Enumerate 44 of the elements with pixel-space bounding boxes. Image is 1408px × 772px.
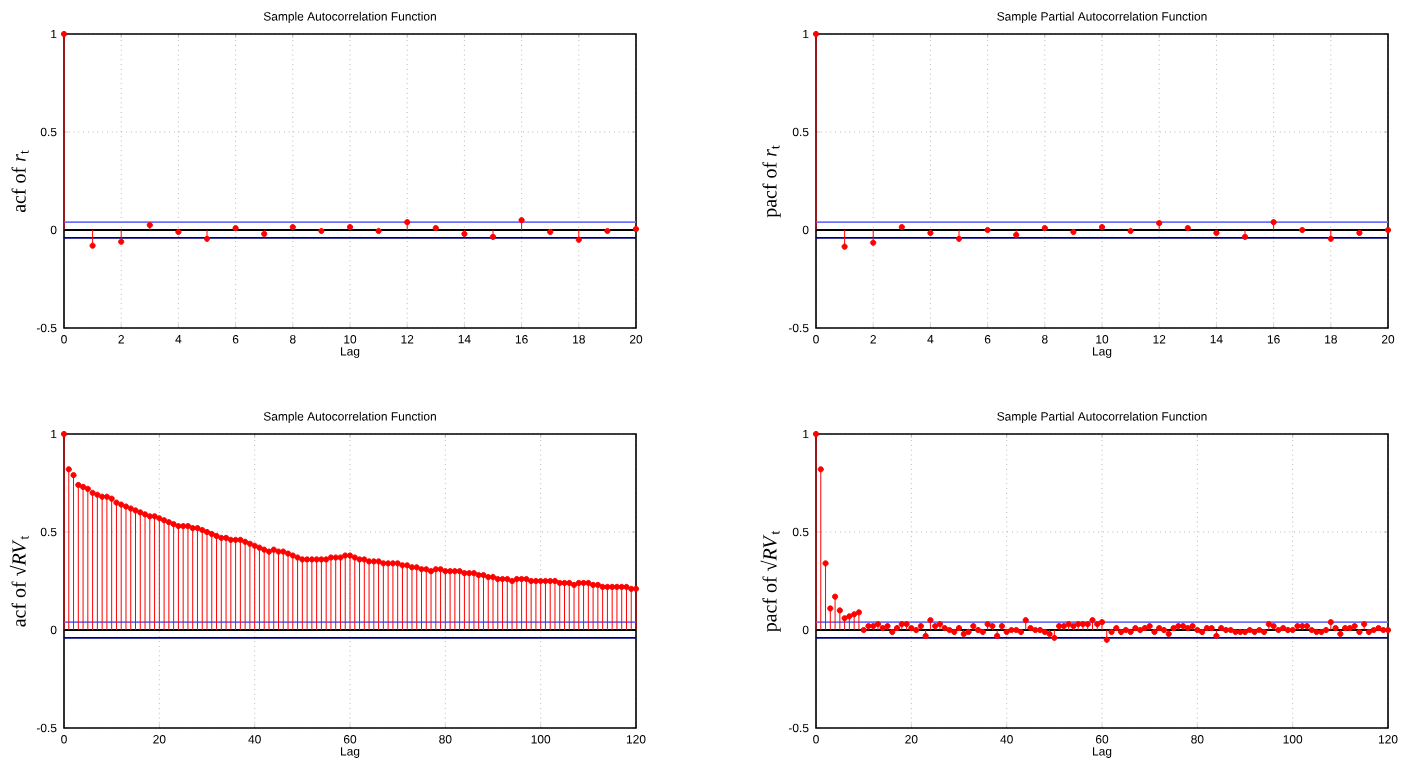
- point: [927, 229, 934, 237]
- point: [404, 219, 411, 226]
- point: [812, 30, 820, 38]
- point: [575, 236, 582, 243]
- point: [1241, 233, 1249, 240]
- point: [60, 30, 68, 38]
- point: [118, 238, 125, 245]
- point: [461, 230, 468, 237]
- point: [1213, 229, 1220, 237]
- point: [1041, 224, 1048, 232]
- point: [232, 224, 239, 232]
- point: [1013, 231, 1020, 238]
- point: [632, 225, 640, 233]
- point: [261, 230, 268, 237]
- point: [841, 243, 848, 250]
- point: [1070, 228, 1077, 236]
- point: [489, 233, 497, 240]
- point: [318, 227, 325, 235]
- point: [346, 223, 354, 231]
- point: [1299, 226, 1306, 234]
- point: [898, 223, 905, 231]
- point: [1384, 226, 1392, 234]
- point: [203, 235, 211, 242]
- point: [89, 242, 96, 249]
- point: [1356, 229, 1363, 237]
- y-axis-title: pacf of r$_{t}$: [762, 145, 781, 218]
- point: [1098, 223, 1106, 231]
- y-axis-title: acf of r$_{t}$: [11, 150, 29, 213]
- point: [432, 224, 439, 232]
- point: [604, 227, 611, 235]
- point: [175, 228, 182, 236]
- point: [289, 223, 296, 231]
- point: [1127, 227, 1134, 235]
- point: [955, 235, 963, 242]
- point: [375, 227, 382, 235]
- point: [1184, 224, 1191, 232]
- point: [146, 222, 153, 229]
- point: [1156, 220, 1163, 227]
- point: [518, 217, 525, 224]
- point: [547, 228, 554, 236]
- point: [1327, 235, 1334, 242]
- point: [1270, 219, 1277, 226]
- point: [870, 239, 877, 246]
- point: [984, 226, 991, 234]
